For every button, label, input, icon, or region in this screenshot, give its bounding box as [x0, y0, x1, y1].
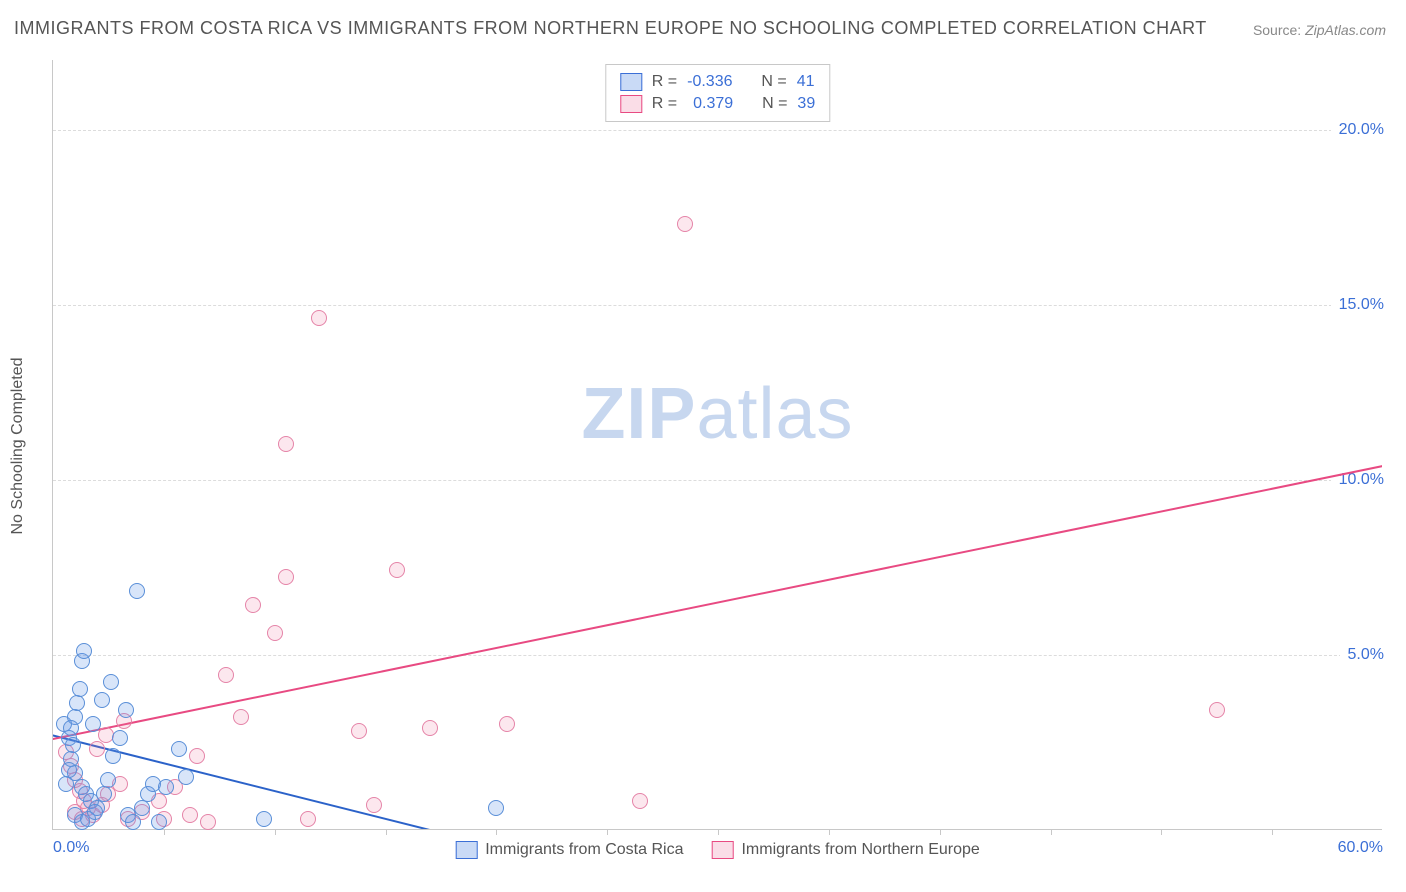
x-tick-mark: [1272, 829, 1273, 835]
data-point-northern-europe: [182, 807, 198, 823]
n-label: N =: [762, 93, 787, 115]
swatch-northern-europe: [711, 841, 733, 859]
y-axis-title: No Schooling Completed: [9, 358, 27, 535]
x-tick-mark: [1161, 829, 1162, 835]
x-tick-mark: [1051, 829, 1052, 835]
x-tick-label: 0.0%: [53, 839, 89, 857]
data-point-costa-rica: [158, 779, 174, 795]
data-point-costa-rica: [65, 737, 81, 753]
data-point-costa-rica: [85, 716, 101, 732]
legend-label-costa-rica: Immigrants from Costa Rica: [485, 841, 683, 859]
data-point-northern-europe: [499, 716, 515, 732]
data-point-northern-europe: [300, 811, 316, 827]
legend-stat-row-costa-rica: R = -0.336 N = 41: [620, 71, 815, 93]
data-point-costa-rica: [256, 811, 272, 827]
watermark-zip: ZIP: [581, 374, 696, 454]
data-point-northern-europe: [245, 597, 261, 613]
data-point-costa-rica: [63, 720, 79, 736]
data-point-northern-europe: [278, 569, 294, 585]
data-point-northern-europe: [233, 709, 249, 725]
data-point-costa-rica: [94, 692, 110, 708]
data-point-costa-rica: [87, 804, 103, 820]
data-point-costa-rica: [76, 643, 92, 659]
x-tick-mark: [829, 829, 830, 835]
plot-area: ZIPatlas 5.0% 10.0% 15.0% 20.0% R = -0.336 …: [52, 60, 1382, 830]
data-point-costa-rica: [105, 748, 121, 764]
data-point-costa-rica: [129, 583, 145, 599]
data-point-costa-rica: [151, 814, 167, 830]
gridline: [53, 130, 1382, 131]
data-point-northern-europe: [218, 667, 234, 683]
data-point-northern-europe: [632, 793, 648, 809]
source-attribution: Source: ZipAtlas.com: [1253, 22, 1386, 38]
r-label: R =: [652, 71, 677, 93]
data-point-costa-rica: [112, 730, 128, 746]
data-point-costa-rica: [69, 695, 85, 711]
watermark-atlas: atlas: [696, 374, 853, 454]
data-point-costa-rica: [488, 800, 504, 816]
legend-series: Immigrants from Costa Rica Immigrants fr…: [455, 841, 980, 859]
gridline: [53, 655, 1382, 656]
data-point-costa-rica: [72, 681, 88, 697]
y-tick-label: 5.0%: [1340, 646, 1384, 664]
r-value-costa-rica: -0.336: [687, 71, 732, 93]
swatch-costa-rica: [455, 841, 477, 859]
legend-item-costa-rica: Immigrants from Costa Rica: [455, 841, 683, 859]
data-point-costa-rica: [96, 786, 112, 802]
y-tick-label: 20.0%: [1331, 121, 1384, 139]
source-label: Source:: [1253, 22, 1301, 38]
data-point-northern-europe: [200, 814, 216, 830]
r-label: R =: [652, 93, 677, 115]
y-tick-label: 15.0%: [1331, 296, 1384, 314]
watermark: ZIPatlas: [581, 373, 853, 455]
source-value: ZipAtlas.com: [1305, 22, 1386, 38]
data-point-northern-europe: [677, 216, 693, 232]
data-point-northern-europe: [351, 723, 367, 739]
data-point-northern-europe: [267, 625, 283, 641]
gridline: [53, 480, 1382, 481]
n-value-northern-europe: 39: [797, 93, 815, 115]
data-point-northern-europe: [366, 797, 382, 813]
x-tick-mark: [496, 829, 497, 835]
x-tick-mark: [607, 829, 608, 835]
data-point-northern-europe: [311, 310, 327, 326]
data-point-costa-rica: [171, 741, 187, 757]
trend-lines: [53, 60, 1382, 829]
data-point-costa-rica: [100, 772, 116, 788]
data-point-northern-europe: [389, 562, 405, 578]
swatch-northern-europe: [620, 95, 642, 113]
data-point-costa-rica: [125, 814, 141, 830]
data-point-northern-europe: [278, 436, 294, 452]
data-point-northern-europe: [89, 741, 105, 757]
legend-stat-row-northern-europe: R = 0.379 N = 39: [620, 93, 815, 115]
x-tick-label: 60.0%: [1338, 839, 1383, 857]
y-tick-label: 10.0%: [1331, 471, 1384, 489]
legend-item-northern-europe: Immigrants from Northern Europe: [711, 841, 979, 859]
data-point-costa-rica: [118, 702, 134, 718]
x-tick-mark: [940, 829, 941, 835]
data-point-costa-rica: [134, 800, 150, 816]
legend-label-northern-europe: Immigrants from Northern Europe: [741, 841, 979, 859]
data-point-costa-rica: [61, 762, 77, 778]
data-point-costa-rica: [58, 776, 74, 792]
legend-statistics: R = -0.336 N = 41 R = 0.379 N = 39: [605, 64, 830, 122]
data-point-costa-rica: [103, 674, 119, 690]
n-label: N =: [761, 71, 786, 93]
x-tick-mark: [718, 829, 719, 835]
swatch-costa-rica: [620, 73, 642, 91]
n-value-costa-rica: 41: [797, 71, 815, 93]
data-point-northern-europe: [1209, 702, 1225, 718]
x-tick-mark: [386, 829, 387, 835]
data-point-northern-europe: [422, 720, 438, 736]
gridline: [53, 305, 1382, 306]
chart-title: IMMIGRANTS FROM COSTA RICA VS IMMIGRANTS…: [14, 18, 1207, 39]
x-tick-mark: [164, 829, 165, 835]
r-value-northern-europe: 0.379: [687, 93, 733, 115]
data-point-costa-rica: [178, 769, 194, 785]
data-point-northern-europe: [189, 748, 205, 764]
x-tick-mark: [275, 829, 276, 835]
